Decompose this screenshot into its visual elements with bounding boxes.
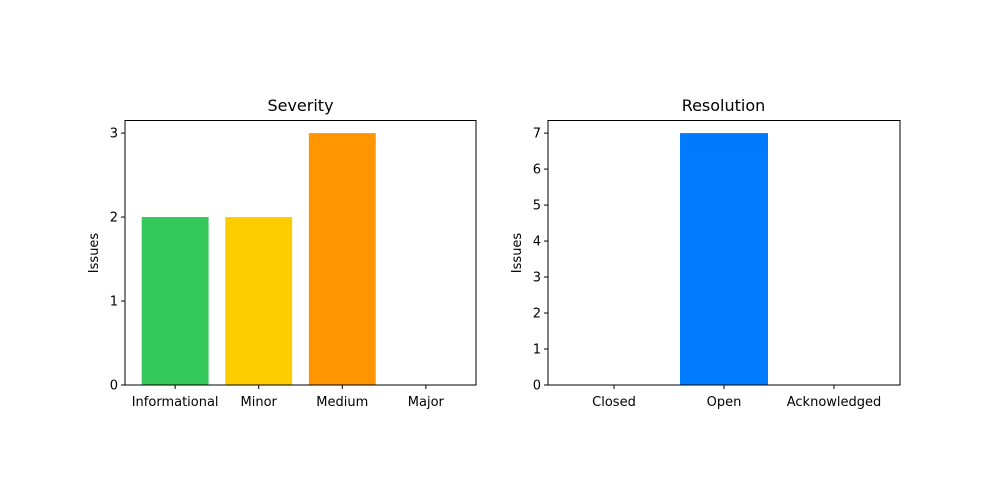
severity-x-tick-label: Informational xyxy=(132,395,219,410)
resolution-chart: Resolution Issues 0 1 2 3 4 5 6 7 Closed Open Ack… xyxy=(510,96,901,410)
resolution-y-tick-label: 7 xyxy=(533,127,541,142)
resolution-y-tick-label: 0 xyxy=(533,379,541,394)
resolution-plot-frame xyxy=(547,120,901,386)
resolution-chart-title: Resolution xyxy=(682,96,766,115)
resolution-x-ticks: Closed Open Acknowledged xyxy=(592,385,881,410)
severity-y-tick-label: 0 xyxy=(110,379,118,394)
severity-plot-frame xyxy=(124,120,477,386)
resolution-y-tick-label: 6 xyxy=(533,163,541,178)
severity-x-ticks: Informational Minor Medium Major xyxy=(132,385,445,410)
severity-x-tick-label: Minor xyxy=(241,395,278,410)
severity-chart: Severity Issues 0 1 2 3 Informational Minor M… xyxy=(87,96,477,410)
severity-bar-informational xyxy=(141,217,209,385)
severity-y-axis-label: Issues xyxy=(87,233,102,274)
severity-bars xyxy=(141,133,376,385)
resolution-y-tick-label: 1 xyxy=(533,343,541,358)
severity-y-tick-label: 1 xyxy=(110,295,118,310)
severity-bar-minor xyxy=(225,217,293,385)
resolution-bars xyxy=(680,133,768,385)
severity-chart-title: Severity xyxy=(267,96,333,115)
resolution-y-tick-label: 3 xyxy=(533,271,541,286)
resolution-x-tick-label: Closed xyxy=(592,395,636,410)
severity-x-tick-label: Medium xyxy=(316,395,368,410)
severity-x-tick-label: Major xyxy=(408,395,445,410)
severity-bar-medium xyxy=(308,133,376,385)
resolution-y-tick-label: 2 xyxy=(533,307,541,322)
resolution-bar-open xyxy=(680,133,768,385)
resolution-x-tick-label: Open xyxy=(707,395,742,410)
resolution-y-tick-label: 4 xyxy=(533,235,541,250)
resolution-y-tick-label: 5 xyxy=(533,199,541,214)
resolution-x-tick-label: Acknowledged xyxy=(787,395,882,410)
severity-y-tick-label: 2 xyxy=(110,211,118,226)
resolution-y-ticks: 0 1 2 3 4 5 6 7 xyxy=(533,127,548,394)
severity-y-tick-label: 3 xyxy=(110,127,118,142)
severity-y-ticks: 0 1 2 3 xyxy=(110,127,125,394)
resolution-y-axis-label: Issues xyxy=(510,233,525,274)
